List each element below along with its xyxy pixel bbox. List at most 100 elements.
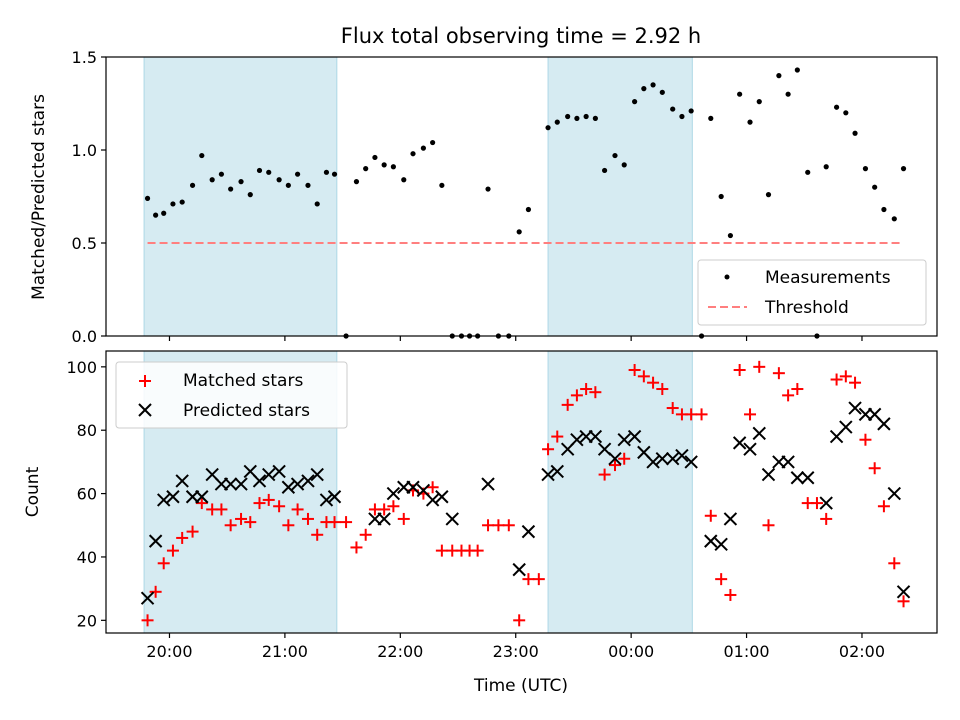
predicted-stars-point	[588, 429, 603, 444]
y-axis-label-ratio: Matched/Predicted stars	[29, 94, 49, 300]
matched-stars-point	[704, 509, 717, 522]
matched-stars-point	[513, 614, 526, 627]
legend-matched-marker	[139, 375, 151, 387]
legend-threshold-label: Threshold	[764, 298, 849, 318]
x-tick-label: 20:00	[146, 642, 192, 661]
measurement-point	[621, 162, 627, 168]
matched-stars-point	[522, 573, 535, 586]
predicted-stars-point	[195, 490, 209, 504]
matched-stars-point	[328, 516, 341, 529]
matched-stars-point	[244, 516, 257, 529]
measurement-point	[679, 113, 685, 120]
measurement-point	[574, 115, 580, 121]
y-tick-label: 1.0	[72, 141, 97, 160]
measurement-point	[852, 130, 858, 136]
legend-measurements-label: Measurements	[765, 268, 891, 288]
measurement-point	[305, 182, 311, 188]
shaded-window	[547, 56, 693, 337]
matched-stars-point	[897, 595, 910, 608]
predicted-stars-point	[848, 401, 862, 415]
predicted-stars-point	[819, 496, 833, 510]
y-tick-label: 80	[77, 421, 97, 440]
matched-stars-point	[492, 519, 505, 532]
matched-stars-point	[262, 493, 275, 506]
matched-stars-point	[350, 541, 363, 554]
predicted-stars-point	[732, 436, 747, 450]
measurement-point	[266, 169, 272, 175]
measurement-point	[881, 206, 887, 213]
matched-stars-point	[301, 512, 314, 525]
predicted-stars-point	[148, 534, 163, 548]
predicted-stars-point	[234, 477, 248, 491]
measurement-point	[747, 119, 753, 125]
predicted-stars-point	[723, 512, 738, 526]
y-tick-label: 1.5	[72, 48, 97, 67]
predicted-stars-point	[157, 493, 171, 507]
legend-predicted-label: Predicted stars	[183, 401, 310, 421]
matched-stars-point	[839, 370, 852, 383]
matched-stars-point	[215, 503, 228, 516]
y-tick-label: 100	[66, 358, 97, 377]
matched-stars-point	[724, 588, 737, 601]
matched-stars-point	[435, 544, 448, 557]
x-tick-label: 00:00	[608, 642, 654, 661]
predicted-stars-point	[608, 452, 622, 466]
y-tick-label: 60	[77, 485, 97, 504]
measurement-point	[727, 232, 734, 239]
shaded-window	[547, 350, 693, 634]
predicted-stars-point	[310, 467, 324, 482]
x-tick-label: 02:00	[839, 642, 885, 661]
predicted-stars-point	[896, 585, 911, 599]
matched-stars-point	[589, 386, 602, 399]
predicted-stars-point	[655, 452, 670, 466]
predicted-stars-point	[781, 455, 795, 469]
measurement-point	[420, 145, 426, 151]
predicted-stars-point	[512, 562, 526, 577]
measurement-point	[659, 89, 665, 95]
measurement-point	[170, 201, 176, 207]
matched-stars-point	[791, 383, 804, 396]
matched-stars-point	[141, 614, 154, 627]
matched-stars-point	[224, 519, 237, 532]
matched-stars-point	[685, 408, 698, 421]
predicted-stars-point	[481, 477, 495, 491]
measurement-point	[525, 206, 532, 213]
matched-stars-point	[782, 389, 795, 402]
predicted-stars-point	[617, 433, 631, 447]
y-tick-label: 40	[77, 548, 97, 567]
matched-stars-point	[561, 398, 574, 411]
measurement-point	[363, 166, 369, 172]
predicted-stars-point	[140, 591, 155, 605]
predicted-stars-point	[743, 442, 757, 456]
measurement-point	[805, 169, 811, 175]
panel-counts-frame	[105, 350, 938, 634]
legend-matched-label: Matched stars	[183, 371, 303, 391]
predicted-stars-point	[627, 429, 642, 444]
x-tick-label: 23:00	[493, 642, 539, 661]
matched-stars-point	[810, 497, 823, 510]
matched-stars-point	[772, 367, 785, 380]
measurement-point	[823, 164, 829, 170]
measurement-point	[381, 162, 387, 168]
x-axis-label: Time (UTC)	[473, 676, 568, 696]
measurement-point	[401, 177, 407, 183]
predicted-stars-point	[790, 471, 805, 485]
measurement-point	[708, 115, 714, 121]
matched-stars-point	[580, 383, 593, 396]
matched-stars-point	[888, 557, 901, 570]
shaded-window	[143, 56, 338, 337]
predicted-stars-point	[541, 467, 555, 482]
matched-stars-point	[618, 452, 631, 465]
predicted-stars-point	[262, 467, 276, 482]
measurement-point	[390, 164, 396, 170]
legend-ratio-box	[697, 259, 927, 326]
predicted-stars-point	[223, 477, 238, 491]
predicted-stars-point	[377, 512, 391, 526]
matched-stars-point	[502, 519, 515, 532]
predicted-stars-point	[550, 464, 564, 479]
measurement-point	[410, 151, 416, 157]
measurement-point	[545, 125, 551, 131]
measurement-point	[785, 91, 791, 97]
measurement-point	[670, 106, 676, 112]
predicted-stars-point	[301, 474, 315, 488]
